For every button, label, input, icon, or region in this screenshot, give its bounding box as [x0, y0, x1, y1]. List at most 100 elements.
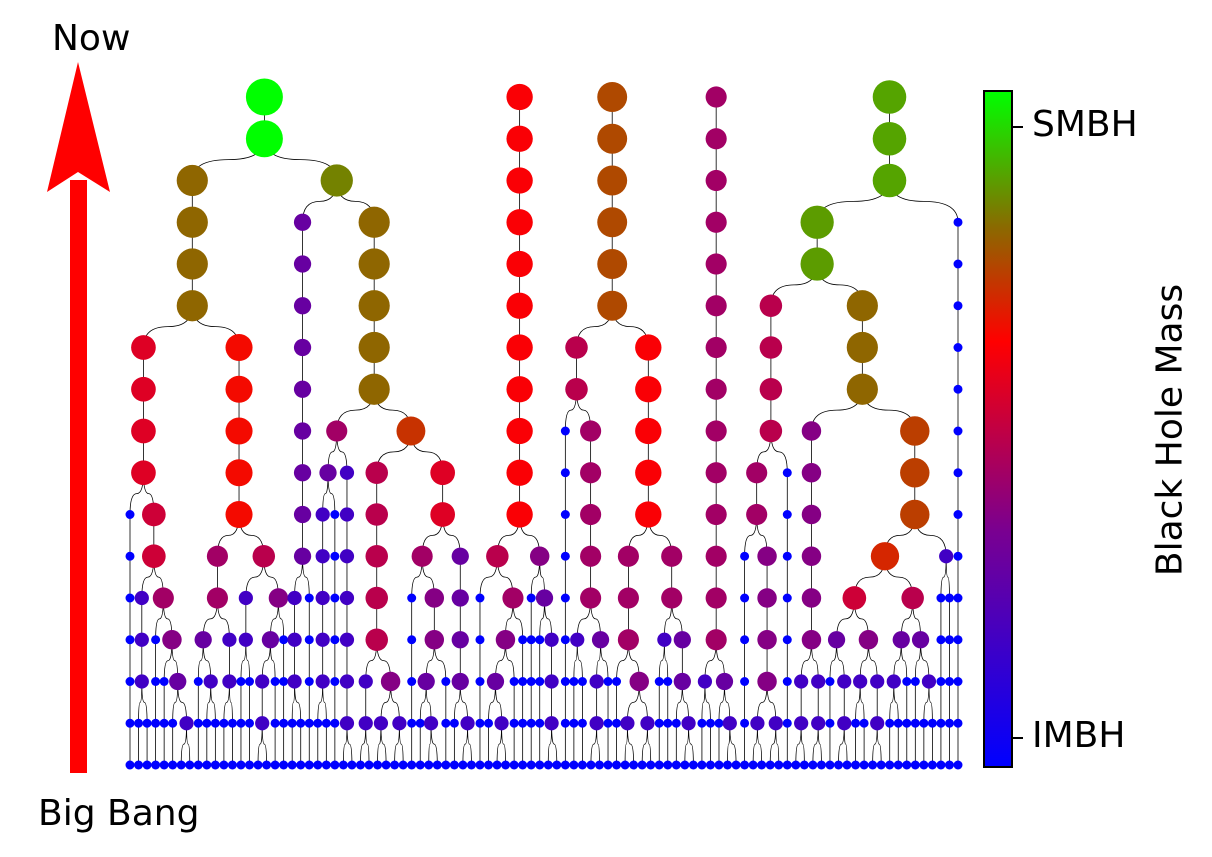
merger-edge: [294, 556, 303, 599]
black-hole-node: [261, 631, 280, 649]
black-hole-node: [193, 760, 203, 770]
black-hole-node: [580, 503, 602, 526]
black-hole-node: [358, 206, 390, 238]
merger-edge: [245, 639, 250, 682]
black-hole-node: [203, 674, 218, 689]
merger-edge: [876, 723, 882, 766]
black-hole-node: [355, 760, 365, 770]
black-hole-node: [927, 718, 937, 728]
black-hole-node: [319, 464, 337, 482]
merger-edge: [836, 639, 845, 682]
black-hole-node: [910, 677, 920, 686]
merger-edge: [600, 639, 609, 682]
merger-edge: [596, 639, 601, 682]
merger-edge: [505, 639, 515, 682]
merger-edge: [859, 639, 869, 682]
black-hole-node: [560, 468, 570, 478]
black-hole-node: [705, 503, 727, 526]
black-hole-node: [151, 677, 161, 686]
black-hole-node: [185, 760, 195, 770]
black-hole-node: [398, 760, 408, 770]
merger-edge: [829, 639, 837, 682]
black-hole-node: [569, 760, 579, 770]
black-hole-node: [597, 165, 628, 196]
merger-edge: [914, 639, 921, 682]
black-hole-node: [407, 677, 417, 686]
merger-edge: [202, 639, 212, 682]
black-hole-node: [373, 760, 383, 770]
time-arrow: [47, 62, 110, 773]
black-hole-node: [315, 590, 330, 606]
black-hole-node: [635, 501, 662, 528]
merger-edge: [425, 681, 432, 724]
black-hole-node: [680, 760, 690, 770]
merger-edge: [365, 723, 370, 766]
black-hole-node: [296, 760, 306, 770]
black-hole-node: [612, 677, 622, 686]
black-hole-node: [176, 164, 208, 197]
black-hole-node: [591, 631, 610, 649]
black-hole-node: [570, 632, 585, 647]
black-hole-node: [255, 716, 270, 731]
black-hole-node: [757, 630, 777, 650]
black-hole-node: [740, 760, 750, 770]
black-hole-node: [526, 760, 536, 770]
black-hole-node: [911, 631, 930, 649]
black-hole-node: [580, 587, 602, 609]
black-hole-node: [293, 213, 312, 231]
merger-edge: [322, 472, 329, 515]
black-hole-node: [176, 206, 208, 238]
black-hole-node: [134, 760, 144, 770]
merger-edge: [704, 681, 711, 724]
black-hole-node: [697, 760, 707, 770]
black-hole-node: [612, 760, 622, 770]
merger-edge: [675, 681, 683, 724]
black-hole-node: [202, 760, 212, 770]
black-hole-node: [705, 86, 727, 108]
merger-edge: [920, 639, 930, 682]
merger-edge: [800, 723, 805, 766]
black-hole-node: [287, 632, 302, 647]
black-hole-node: [430, 460, 456, 486]
black-hole-node: [529, 546, 550, 566]
black-hole-node: [320, 164, 353, 197]
merger-edge: [596, 723, 600, 766]
merger-edge: [800, 639, 812, 682]
black-hole-node: [131, 335, 156, 360]
black-hole-node: [801, 504, 822, 525]
merger-edge: [539, 556, 545, 599]
black-hole-node: [486, 672, 505, 691]
black-hole-node: [858, 630, 879, 650]
black-hole-node: [293, 338, 312, 357]
black-hole-node: [705, 587, 727, 609]
black-hole-node: [245, 677, 255, 686]
black-hole-node: [339, 632, 355, 647]
black-hole-node: [859, 760, 869, 770]
merger-edge: [501, 723, 506, 766]
black-hole-node: [535, 677, 545, 686]
black-hole-node: [663, 677, 673, 686]
black-hole-node: [597, 123, 628, 154]
merger-edge: [638, 681, 648, 724]
black-hole-node: [159, 718, 169, 728]
black-hole-node: [782, 677, 792, 686]
black-hole-node: [801, 630, 822, 650]
black-hole-node: [125, 718, 135, 728]
black-hole-node: [681, 716, 696, 731]
black-hole-node: [868, 760, 878, 770]
black-hole-node: [646, 760, 656, 770]
merger-edge: [453, 681, 461, 724]
merger-edge: [843, 723, 848, 766]
black-hole-node: [635, 459, 662, 486]
black-hole-node: [697, 674, 713, 689]
merger-edge: [380, 681, 391, 724]
black-hole-node: [238, 632, 253, 647]
black-hole-node: [921, 674, 937, 689]
black-hole-node: [219, 718, 229, 728]
black-hole-node: [705, 718, 715, 728]
black-hole-node: [892, 631, 910, 649]
merger-edge: [539, 597, 545, 640]
black-hole-node: [577, 718, 587, 728]
black-hole-node: [194, 631, 212, 649]
black-hole-node: [506, 209, 533, 236]
